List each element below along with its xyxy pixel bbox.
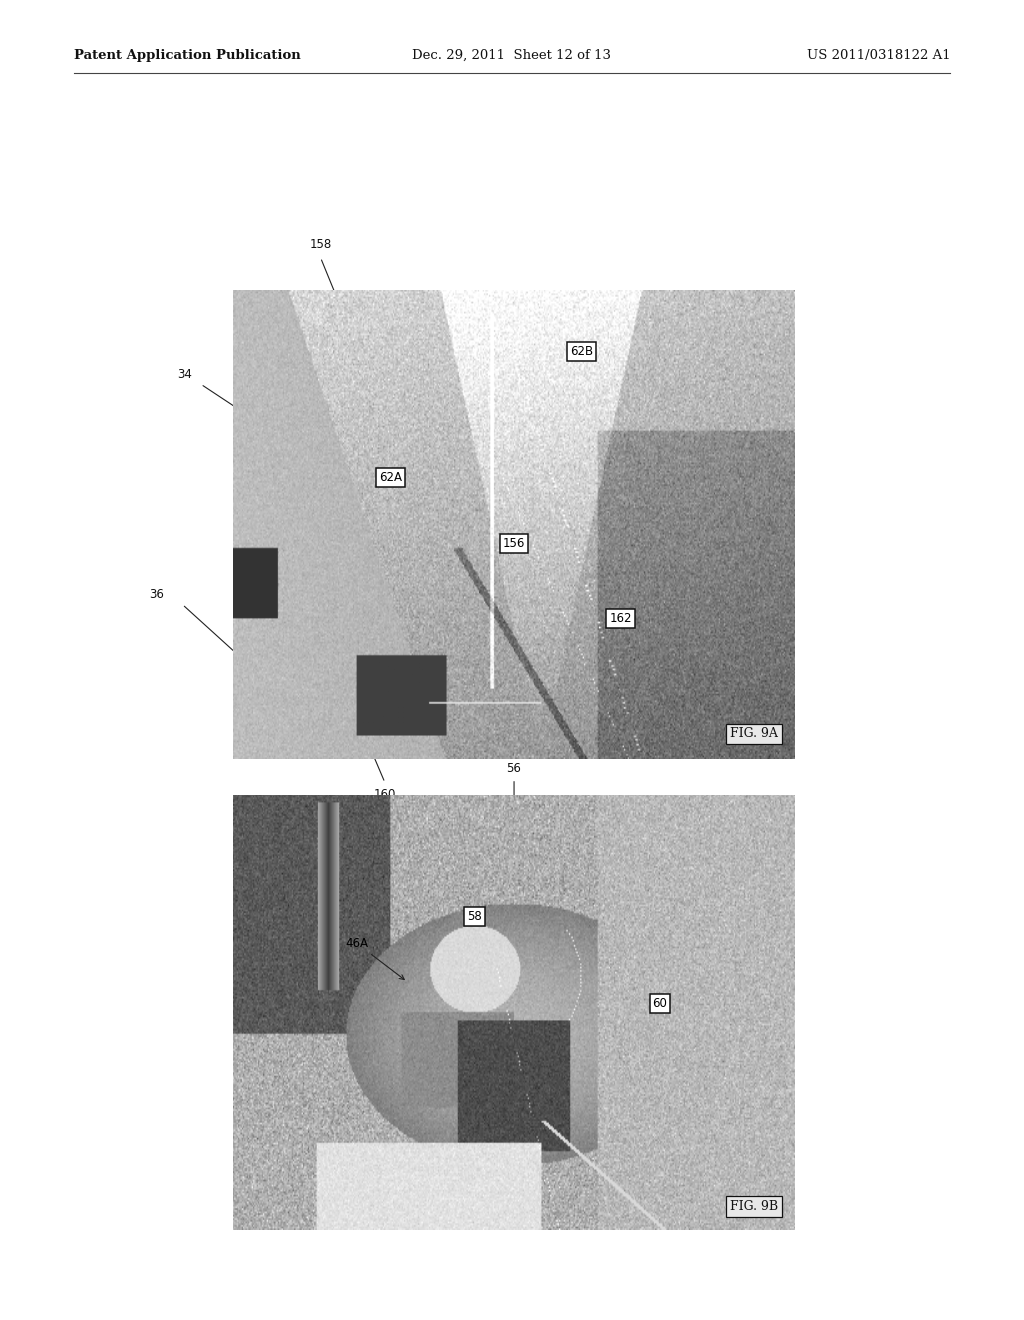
Text: 46A: 46A — [346, 937, 404, 979]
Text: 34: 34 — [177, 368, 193, 381]
Text: 36: 36 — [148, 589, 164, 602]
Text: FIG. 9A: FIG. 9A — [730, 727, 778, 741]
Text: 60: 60 — [652, 997, 668, 1010]
Text: Patent Application Publication: Patent Application Publication — [74, 49, 300, 62]
Text: US 2011/0318122 A1: US 2011/0318122 A1 — [807, 49, 950, 62]
Text: 56: 56 — [507, 762, 521, 775]
Text: 158: 158 — [309, 238, 332, 251]
Text: 58: 58 — [467, 909, 482, 923]
Text: Dec. 29, 2011  Sheet 12 of 13: Dec. 29, 2011 Sheet 12 of 13 — [413, 49, 611, 62]
Text: 156: 156 — [503, 537, 525, 550]
Text: 62B: 62B — [569, 345, 593, 358]
Text: 62A: 62A — [379, 471, 402, 484]
Text: 160: 160 — [374, 788, 396, 801]
Text: 162: 162 — [609, 612, 632, 624]
Text: FIG. 9B: FIG. 9B — [730, 1200, 778, 1213]
